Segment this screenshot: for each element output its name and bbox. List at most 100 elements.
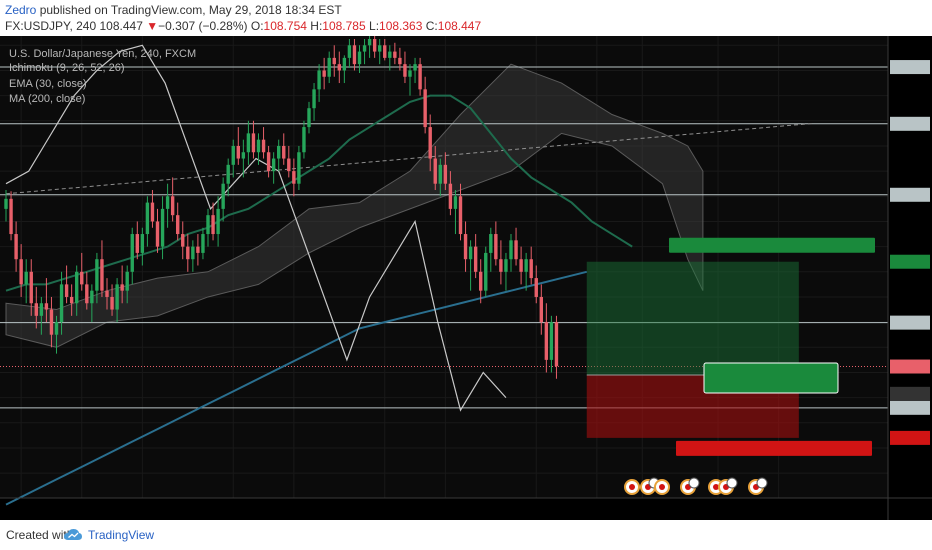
candle-body — [24, 271, 28, 285]
price-label-last-box — [890, 359, 930, 374]
candle-body — [176, 215, 180, 235]
candle-body — [49, 309, 54, 335]
candle-body — [423, 89, 427, 128]
legend-ma[interactable]: MA (200, close) — [9, 93, 85, 105]
candle-body — [408, 70, 412, 77]
candle-body — [9, 198, 13, 235]
change-value: −0.307 (−0.28%) — [158, 19, 248, 33]
candle-body — [307, 108, 311, 128]
event-count-badge — [756, 477, 768, 489]
candle-body — [292, 171, 296, 184]
candle-body — [64, 284, 69, 297]
created-with-text: Created with — [6, 528, 74, 542]
candle-body — [216, 208, 220, 235]
candle-body — [468, 246, 473, 260]
price-chart[interactable]: U.S. Dollar/Japanese Yen, 240, FXCM Ichi… — [0, 32, 932, 520]
candle-body — [453, 196, 458, 209]
candle-body — [145, 202, 150, 235]
last-price: 108.447 — [99, 19, 143, 33]
candle-body — [418, 64, 422, 90]
candle-body — [181, 234, 185, 247]
candle-body — [14, 234, 18, 260]
candle-body — [383, 45, 387, 58]
price-label-dark-box — [890, 386, 930, 401]
candle-body — [69, 296, 74, 304]
candle-body — [428, 127, 432, 159]
candle-body — [135, 234, 139, 253]
candle-body — [277, 145, 281, 159]
level-price-label-box — [890, 187, 930, 202]
candle-body — [221, 183, 225, 209]
candle-body — [489, 234, 493, 253]
candle-body — [110, 296, 114, 310]
event-count-badge — [726, 477, 738, 489]
candle-body — [494, 234, 498, 260]
candle-body — [322, 70, 326, 77]
lagging-span-line — [5, 44, 507, 412]
candle-body — [75, 271, 79, 304]
candle-body — [372, 39, 377, 52]
legend-ema[interactable]: EMA (30, close) — [9, 78, 87, 90]
high-value: 108.785 — [322, 19, 366, 33]
candle-body — [443, 164, 448, 184]
candle-body — [95, 259, 99, 291]
candle-body — [448, 183, 453, 209]
candle-body — [34, 303, 38, 316]
candle-body — [403, 64, 407, 77]
level-price-label-box — [890, 315, 930, 330]
candle-body — [327, 57, 331, 77]
level-price-label-box — [890, 400, 930, 415]
ohlc-line: FX:USDJPY, 240 108.447 ▼−0.307 (−0.28%) … — [5, 19, 481, 33]
candle-body — [524, 259, 528, 272]
target-zone — [586, 261, 799, 375]
candle-body — [29, 271, 33, 304]
event-count-badge — [688, 477, 700, 489]
chart-frame[interactable]: U.S. Dollar/Japanese Yen, 240, FXCM Ichi… — [0, 32, 932, 520]
pnl-box — [703, 362, 839, 394]
candle-body — [155, 221, 160, 247]
candle-body — [388, 51, 392, 58]
candle-body — [433, 158, 437, 184]
tradingview-cloud-icon[interactable] — [64, 528, 82, 542]
candle-body — [297, 152, 301, 184]
candle-body — [367, 39, 372, 46]
legend-ichimoku[interactable]: Ichimoku (9, 26, 52, 26) — [9, 62, 125, 74]
candle-body — [105, 290, 109, 297]
candle-body — [554, 322, 559, 367]
candle-body — [44, 303, 49, 310]
candle-body — [211, 215, 215, 235]
candle-body — [514, 240, 518, 260]
trend-line — [5, 122, 815, 195]
candle-body — [282, 145, 286, 159]
publish-line: Zedro published on TradingView.com, May … — [5, 3, 342, 17]
candle-body — [251, 133, 256, 153]
ema-30-line — [5, 94, 633, 292]
candle-body — [499, 259, 503, 272]
candle-body — [504, 259, 508, 272]
candle-body — [484, 252, 488, 291]
candle-body — [378, 45, 382, 52]
candle-body — [241, 152, 246, 159]
candle-body — [539, 296, 543, 323]
candle-body — [54, 322, 59, 335]
stop-label-box — [676, 440, 872, 456]
tradingview-link[interactable]: TradingView — [88, 528, 155, 542]
candle-body — [317, 70, 321, 90]
candle-body — [150, 202, 155, 222]
candle-body — [191, 246, 195, 260]
down-arrow-icon: ▼ — [146, 19, 159, 33]
candle-body — [362, 45, 367, 52]
candle-body — [170, 196, 175, 216]
low-value: 108.363 — [379, 19, 423, 33]
author-link[interactable]: Zedro — [5, 3, 37, 17]
price-label-stop-box — [890, 430, 930, 445]
candle-body — [352, 45, 357, 65]
candle-body — [458, 196, 463, 235]
candle-body — [549, 322, 554, 360]
candle-body — [302, 127, 306, 153]
high-label: H: — [310, 19, 323, 33]
candle-body — [160, 208, 165, 247]
symbol-label: FX:USDJPY, 240 — [5, 19, 97, 33]
published-text: published on TradingView.com, May 29, 20… — [39, 3, 342, 17]
candle-body — [140, 234, 145, 253]
